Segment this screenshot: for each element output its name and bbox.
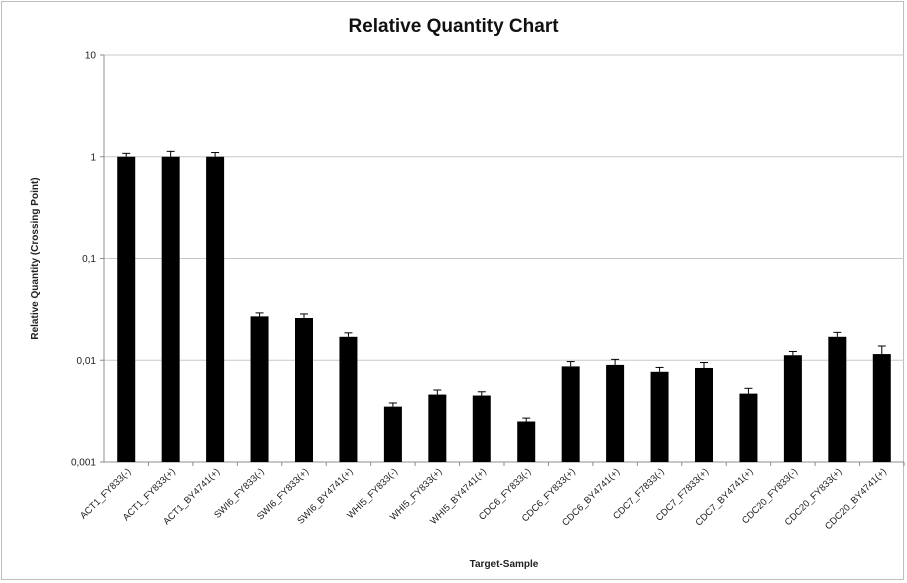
- y-tick-label: 1: [90, 152, 96, 163]
- bar: [650, 371, 669, 462]
- bar: [250, 316, 269, 462]
- bar: [339, 336, 358, 462]
- bar: [695, 367, 713, 462]
- bar: [872, 354, 891, 462]
- y-tick-label: 10: [85, 51, 97, 62]
- bar: [295, 318, 313, 462]
- y-axis-title: Relative Quantity (Crossing Point): [30, 177, 41, 339]
- x-axis-title: Target-Sample: [470, 559, 539, 570]
- bar: [828, 336, 847, 462]
- bar: [117, 156, 136, 462]
- y-tick-label: 0,001: [71, 458, 96, 469]
- chart-title: Relative Quantity Chart: [348, 16, 559, 37]
- bar: [383, 406, 402, 462]
- bar: [561, 366, 580, 462]
- bar: [472, 395, 491, 462]
- bar: [428, 394, 447, 462]
- bar: [206, 156, 225, 462]
- bar: [606, 364, 625, 462]
- bar: [161, 156, 180, 462]
- y-tick-label: 0,01: [77, 356, 97, 367]
- bar: [739, 393, 758, 462]
- bar: [517, 421, 536, 462]
- bar: [783, 355, 802, 462]
- y-tick-label: 0,1: [82, 254, 96, 265]
